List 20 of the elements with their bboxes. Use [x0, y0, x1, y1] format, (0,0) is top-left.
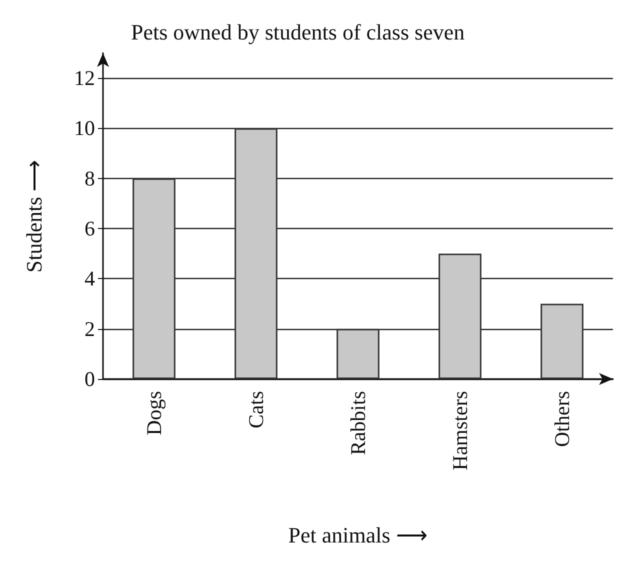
bar — [132, 178, 176, 379]
bar — [336, 328, 380, 379]
y-tick-label: 6 — [84, 216, 95, 241]
y-tick-label: 0 — [84, 367, 95, 391]
x-tick-label: Dogs — [142, 391, 166, 436]
x-tick-label: Rabbits — [346, 391, 370, 456]
x-axis-title: Pet animals ⟶ — [288, 522, 428, 548]
bar — [234, 128, 278, 379]
chart-title: Pets owned by students of class seven — [131, 20, 465, 44]
x-tick-label: Cats — [244, 391, 268, 428]
x-tick-label: Others — [550, 391, 574, 447]
x-tick-label: Hamsters — [448, 391, 472, 470]
y-tick-label: 10 — [74, 116, 95, 140]
y-tick-label: 12 — [74, 66, 95, 90]
bar — [540, 304, 584, 379]
y-tick-label: 2 — [84, 316, 95, 341]
y-tick-label: 4 — [84, 266, 96, 291]
y-axis-title: Students ⟶ — [22, 159, 46, 273]
bar — [438, 254, 482, 379]
y-tick-label: 8 — [84, 166, 95, 190]
